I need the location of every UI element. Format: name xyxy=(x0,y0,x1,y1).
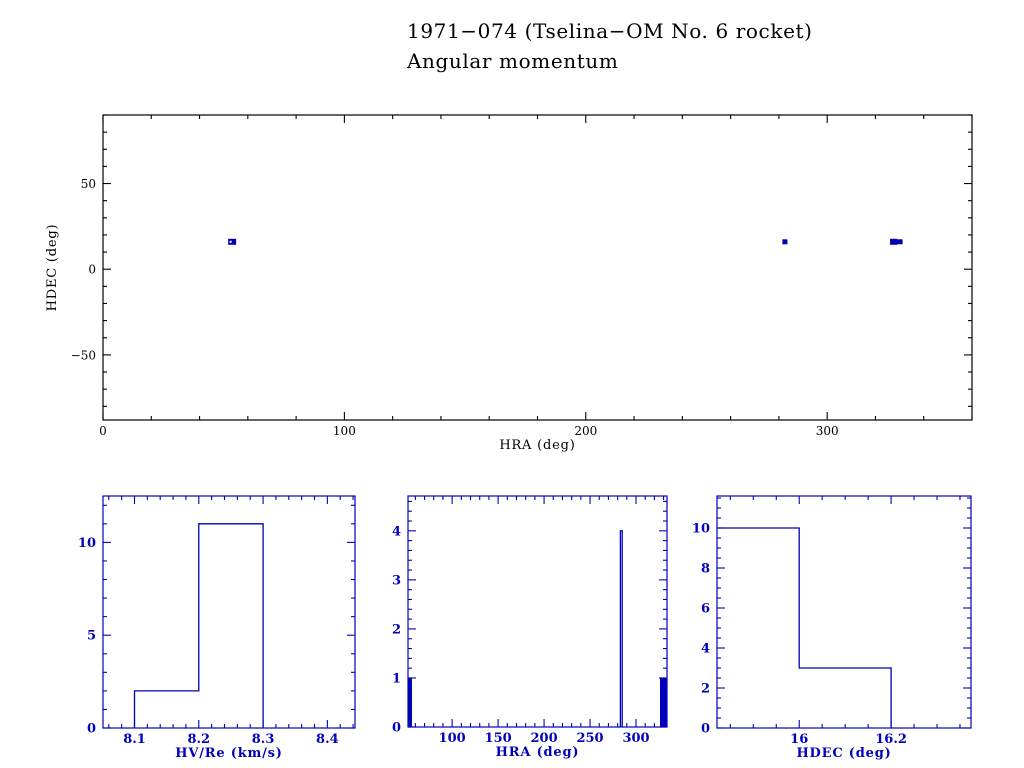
data-point xyxy=(890,238,898,245)
histogram-bar xyxy=(660,677,667,727)
data-point-center xyxy=(229,240,232,243)
y-tick-label: 1 xyxy=(392,671,401,686)
x-tick-label: 100 xyxy=(439,731,466,746)
hv-re-histogram: 8.1 8.2 8.3 8.4 0 5 10 HV/Re (km/s) xyxy=(78,495,356,761)
x-tick-label: 16 xyxy=(790,732,808,747)
y-tick-label: 4 xyxy=(392,524,401,539)
x-axis-label: HV/Re (km/s) xyxy=(175,746,282,761)
plot-frame xyxy=(716,495,972,729)
x-tick-label: 200 xyxy=(574,424,597,438)
plot-frame xyxy=(102,114,973,421)
x-tick-label: 8.1 xyxy=(123,732,146,747)
x-tick-label: 8.2 xyxy=(187,732,210,747)
y-tick-label: −50 xyxy=(71,348,96,362)
x-axis-label: HRA (deg) xyxy=(496,745,580,760)
x-tick-label: 8.3 xyxy=(252,732,275,747)
plot-title-line1: 1971−074 (Tselina−OM No. 6 rocket) xyxy=(407,19,813,43)
y-tick-label: 0 xyxy=(88,263,96,277)
x-tick-label: 16.2 xyxy=(875,732,907,747)
data-point xyxy=(228,238,237,245)
x-axis-label: HRA (deg) xyxy=(499,438,575,453)
x-tick-label: 300 xyxy=(622,731,649,746)
hdec-histogram: 16 16.2 0 2 4 6 8 10 HDEC (deg) xyxy=(692,495,972,761)
y-tick-label: 10 xyxy=(78,536,96,551)
plot-frame xyxy=(407,495,668,728)
y-tick-label: 50 xyxy=(81,177,96,191)
x-tick-label: 200 xyxy=(531,731,558,746)
histogram-outline xyxy=(133,523,264,728)
y-axis-label: HDEC (deg) xyxy=(45,224,60,312)
x-tick-label: 8.4 xyxy=(316,732,339,747)
y-tick-label: 2 xyxy=(392,622,401,637)
y-tick-label: 3 xyxy=(392,573,401,588)
plot-title: 1971−074 (Tselina−OM No. 6 rocket) Angul… xyxy=(407,16,813,76)
x-axis-label: HDEC (deg) xyxy=(796,746,891,761)
y-tick-label: 8 xyxy=(701,562,710,577)
hra-histogram: 100 150 200 250 300 0 1 2 3 4 HRA (deg) xyxy=(392,495,668,760)
y-tick-label: 0 xyxy=(701,722,710,737)
histogram-outline xyxy=(717,527,892,728)
x-tick-label: 250 xyxy=(576,731,603,746)
y-tick-label: 4 xyxy=(701,642,710,657)
data-point xyxy=(782,239,788,245)
plot-frame xyxy=(102,495,356,729)
x-tick-label: 150 xyxy=(485,731,512,746)
x-tick-label: 100 xyxy=(333,424,356,438)
histogram-outline xyxy=(619,530,623,727)
y-tick-label: 0 xyxy=(392,721,401,736)
y-tick-label: 10 xyxy=(692,522,710,537)
x-tick-label: 300 xyxy=(816,424,839,438)
y-tick-label: 6 xyxy=(701,602,710,617)
main-scatter-plot: 0 100 200 300 −50 0 50 HRA (deg) HDEC (deg) xyxy=(45,114,973,453)
plot-title-line2: Angular momentum xyxy=(407,49,619,73)
y-tick-label: 2 xyxy=(701,682,710,697)
x-tick-label: 0 xyxy=(99,424,107,438)
histogram-bar xyxy=(408,677,412,727)
y-tick-label: 0 xyxy=(87,722,96,737)
y-tick-label: 5 xyxy=(87,629,96,644)
data-point xyxy=(896,239,903,245)
